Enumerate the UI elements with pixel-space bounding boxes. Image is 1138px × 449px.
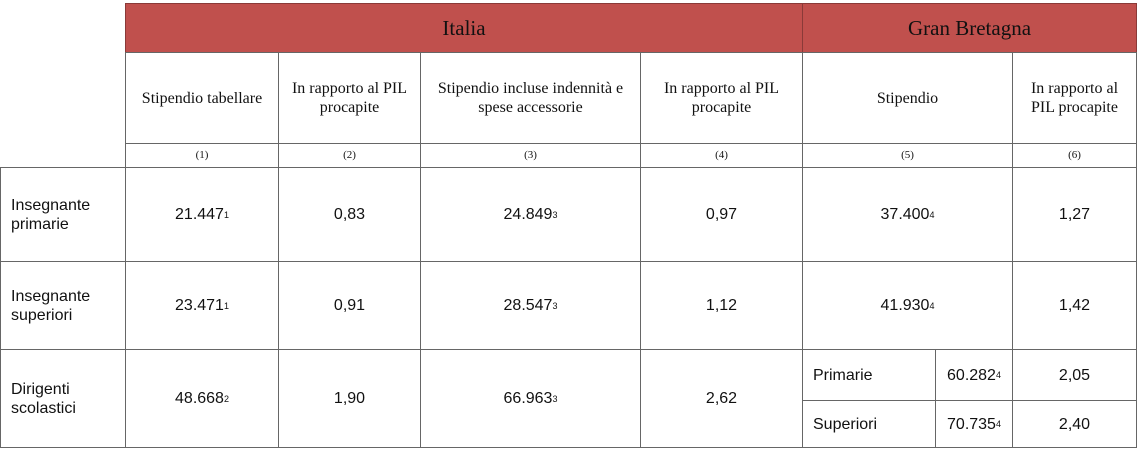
cell-text: Insegnante primarie (11, 196, 91, 233)
value-cell: 1,27 (1012, 167, 1137, 262)
cell-text: 24.849 (503, 206, 553, 223)
cell-text: 2,62 (705, 390, 738, 407)
cell-text: 0,97 (705, 206, 738, 223)
value-cell: 23.471 1 (125, 261, 279, 350)
cell-text: 37.400 (880, 206, 930, 223)
value-cell: 28.547 3 (420, 261, 641, 350)
cell-text: Italia (442, 15, 486, 40)
cell-text: (6) (1068, 149, 1081, 161)
cell-text: 1,27 (1058, 206, 1091, 223)
column-header: Stipendio tabellare (125, 52, 279, 144)
cell-text: 48.668 (175, 390, 224, 407)
row-label: Dirigenti scolastici (0, 349, 126, 448)
cell-text: 66.963 (503, 390, 553, 407)
cell-text: (2) (343, 149, 356, 161)
cell-text: 0,91 (333, 297, 366, 314)
value-cell: 41.930 4 (802, 261, 1013, 350)
column-number: (2) (278, 143, 421, 168)
cell-text: 1,12 (705, 297, 738, 314)
cell-text: (5) (901, 149, 914, 161)
value-cell: 0,91 (278, 261, 421, 350)
cell-text: 1,42 (1058, 297, 1091, 314)
cell-text: (3) (524, 149, 537, 161)
cell-text: 70.735 (947, 415, 996, 433)
group-header: Gran Bretagna (802, 3, 1137, 53)
value-cell: 1,90 (278, 349, 421, 448)
cell-text: 1,90 (333, 390, 366, 407)
cell-text: In rapporto al PIL procapite (1030, 80, 1119, 116)
value-cell: 1,42 (1012, 261, 1137, 350)
column-header: In rapporto al PIL procapite (1012, 52, 1137, 144)
value-cell: 0,97 (640, 167, 803, 262)
column-number: (5) (802, 143, 1013, 168)
sub-label: Primarie (802, 349, 936, 401)
cell-text: Gran Bretagna (907, 15, 1032, 40)
cell-text: Insegnante superiori (11, 287, 91, 324)
cell-text: Stipendio (876, 89, 939, 107)
cell-text: Stipendio tabellare (141, 89, 263, 107)
column-number: (1) (125, 143, 279, 168)
cell-text: Primarie (813, 366, 873, 384)
value-cell: 37.400 4 (802, 167, 1013, 262)
cell-text: 2,40 (1058, 415, 1091, 433)
column-header: In rapporto al PIL procapite (278, 52, 421, 144)
column-header: In rapporto al PIL procapite (640, 52, 803, 144)
column-number: (6) (1012, 143, 1137, 168)
cell-text: (4) (715, 149, 728, 161)
cell-text: In rapporto al PIL procapite (663, 80, 780, 116)
value-cell: 24.849 3 (420, 167, 641, 262)
value-cell: 2,40 (1012, 400, 1137, 448)
cell-text: Stipendio incluse indennità e spese acce… (437, 80, 624, 116)
value-cell: 2,05 (1012, 349, 1137, 401)
cell-text: 21.447 (175, 206, 224, 223)
cell-text: (1) (195, 149, 209, 161)
column-header: Stipendio (802, 52, 1013, 144)
value-cell: 0,83 (278, 167, 421, 262)
value-cell: 21.447 1 (125, 167, 279, 262)
value-cell: 1,12 (640, 261, 803, 350)
value-cell: 66.963 3 (420, 349, 641, 448)
cell-text: 28.547 (503, 297, 553, 314)
row-label: Insegnante superiori (0, 261, 126, 350)
cell-text: 2,05 (1058, 366, 1091, 384)
column-number: (3) (420, 143, 641, 168)
cell-text: In rapporto al PIL procapite (291, 80, 408, 116)
value-cell: 70.735 4 (935, 400, 1013, 448)
group-header: Italia (125, 3, 803, 53)
cell-text: Superiori (813, 415, 878, 433)
value-cell: 60.282 4 (935, 349, 1013, 401)
cell-text: 23.471 (175, 297, 224, 314)
sub-label: Superiori (802, 400, 936, 448)
cell-text: 41.930 (880, 297, 930, 314)
column-header: Stipendio incluse indennità e spese acce… (420, 52, 641, 144)
value-cell: 2,62 (640, 349, 803, 448)
cell-text: Dirigenti scolastici (11, 380, 76, 417)
value-cell: 48.668 2 (125, 349, 279, 448)
row-label: Insegnante primarie (0, 167, 126, 262)
column-number: (4) (640, 143, 803, 168)
cell-text: 0,83 (333, 206, 366, 223)
cell-text: 60.282 (947, 366, 996, 384)
